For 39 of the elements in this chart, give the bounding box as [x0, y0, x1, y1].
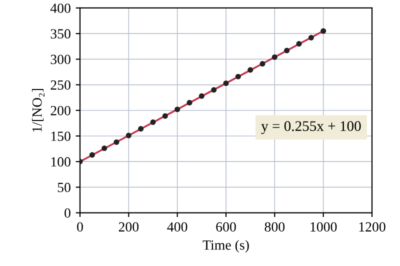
x-tick-label: 1000	[310, 222, 337, 232]
x-axis-title: Time (s)	[202, 240, 249, 253]
y-tick-label: 250	[50, 80, 70, 90]
x-tick-label: 200	[118, 222, 139, 232]
y-tick-label: 350	[50, 29, 70, 39]
x-tick-label: 0	[77, 222, 83, 232]
x-tick-label: 600	[216, 222, 236, 232]
point	[89, 152, 95, 158]
point	[260, 61, 266, 67]
point	[284, 48, 290, 54]
x-tick-label: 1200	[359, 222, 386, 232]
y-tick-label: 100	[51, 157, 70, 167]
annotation: y = 0.255x + 100	[261, 121, 361, 134]
point	[320, 28, 326, 34]
point	[126, 132, 132, 138]
x-tick-label: 800	[264, 222, 285, 232]
y-tick-label: 300	[50, 54, 70, 64]
y-tick-label: 50	[58, 182, 70, 192]
point	[296, 41, 302, 47]
point	[150, 119, 156, 125]
point	[223, 80, 229, 86]
y-tick-label: 150	[51, 132, 70, 141]
point	[211, 87, 217, 93]
point	[102, 146, 108, 152]
point	[186, 100, 192, 106]
point	[162, 113, 168, 119]
y-tick-label: 0	[64, 208, 70, 218]
x-tick-label: 400	[167, 222, 188, 232]
point	[308, 34, 314, 40]
point	[272, 54, 278, 60]
point	[114, 139, 120, 145]
point	[198, 93, 204, 99]
point	[235, 74, 241, 80]
y-axis-title: 1/[NO₂]	[32, 88, 44, 132]
point	[138, 126, 144, 132]
y-tick-label: 200	[50, 106, 70, 116]
point	[174, 106, 180, 112]
y-tick-label: 400	[50, 4, 70, 13]
point	[248, 67, 254, 73]
